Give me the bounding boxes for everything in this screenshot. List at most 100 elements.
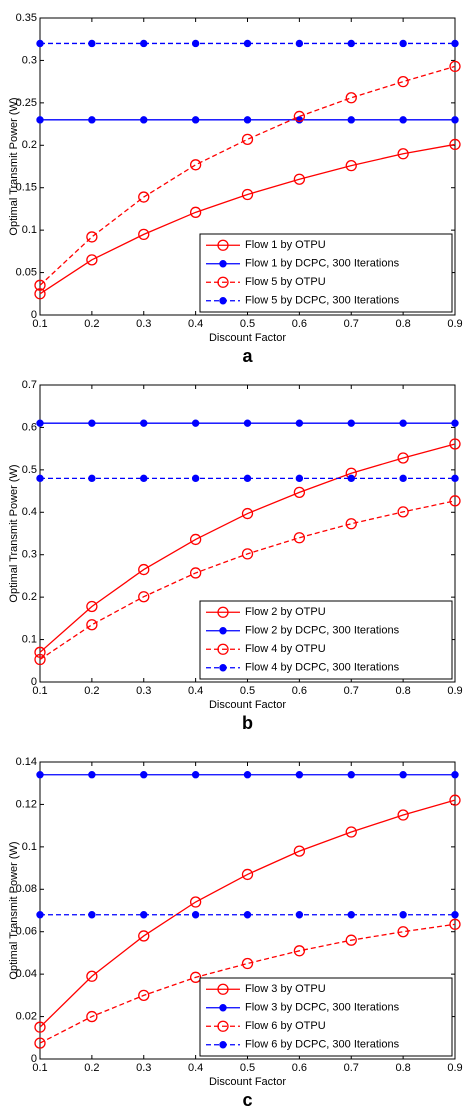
marker: [399, 39, 407, 48]
marker: [36, 474, 44, 483]
x-tick-label: 0.7: [344, 685, 359, 697]
x-tick-label: 0.4: [188, 685, 203, 697]
y-axis-label: Optimal Transmit Power (W): [8, 97, 20, 235]
marker: [295, 771, 304, 779]
axes-frame: [39, 761, 456, 1060]
y-tick-label: 0.2: [22, 139, 37, 151]
marker: [86, 231, 98, 243]
marker: [36, 771, 44, 779]
marker: [295, 39, 304, 48]
marker: [36, 911, 44, 919]
marker: [86, 619, 98, 631]
x-tick-label: 0.5: [240, 318, 255, 330]
marker: [191, 771, 200, 779]
x-tick-label: 0.9: [447, 1062, 462, 1074]
legend-marker: [219, 297, 227, 305]
legend-marker: [219, 627, 227, 635]
marker: [243, 39, 252, 48]
marker: [293, 486, 306, 498]
marker: [34, 646, 46, 658]
x-tick-label: 0.8: [395, 318, 410, 330]
legend-marker: [217, 239, 229, 251]
marker: [34, 288, 46, 300]
legend-marker: [217, 643, 229, 655]
marker: [293, 845, 306, 857]
marker: [189, 533, 202, 546]
legend-marker: [219, 1004, 227, 1012]
y-tick-label: 0: [31, 676, 37, 688]
x-tick-label: 0.6: [292, 1062, 307, 1074]
legend-label: Flow 3 by DCPC, 300 Iterations: [245, 1002, 400, 1014]
x-tick-label: 0.1: [32, 1062, 47, 1074]
marker: [449, 918, 461, 930]
y-tick-label: 0.35: [16, 12, 37, 24]
marker: [347, 419, 355, 427]
x-tick-label: 0.6: [292, 318, 307, 330]
legend-box: [199, 977, 453, 1057]
y-tick-label: 0.08: [16, 883, 37, 895]
marker: [243, 474, 252, 483]
marker: [399, 419, 407, 427]
marker: [140, 771, 148, 779]
y-tick-label: 0.25: [16, 97, 37, 109]
marker: [345, 160, 357, 172]
legend-box: [199, 600, 453, 680]
marker: [34, 1037, 46, 1049]
x-tick-label: 0.1: [32, 685, 47, 697]
x-tick-label: 0.3: [136, 685, 151, 697]
marker: [347, 474, 355, 483]
marker: [397, 926, 409, 938]
marker: [86, 254, 98, 266]
marker: [347, 771, 355, 779]
marker: [451, 771, 459, 779]
marker: [397, 506, 409, 518]
marker: [345, 92, 357, 104]
legend-label: Flow 3 by OTPU: [245, 983, 326, 995]
axes-frame: [39, 384, 456, 683]
marker: [397, 809, 409, 821]
marker: [451, 419, 459, 427]
marker: [241, 507, 254, 520]
marker: [241, 957, 254, 970]
marker: [191, 911, 200, 919]
series-line: [39, 799, 456, 1028]
series-line: [39, 923, 456, 1044]
marker: [451, 911, 459, 919]
marker: [140, 39, 148, 48]
x-tick-label: 0.6: [292, 685, 307, 697]
x-tick-label: 0.8: [395, 685, 410, 697]
y-tick-label: 0.1: [22, 633, 37, 645]
marker: [138, 191, 150, 203]
marker: [189, 159, 202, 171]
y-tick-label: 0.14: [16, 756, 37, 768]
marker: [140, 474, 148, 483]
marker: [449, 438, 461, 450]
marker: [88, 39, 96, 48]
marker: [86, 1010, 98, 1023]
y-axis-label: Optimal Transmit Power (W): [8, 841, 20, 979]
legend-marker: [217, 276, 229, 288]
marker: [191, 39, 200, 48]
y-tick-label: 0.15: [16, 182, 37, 194]
marker: [451, 116, 459, 124]
marker: [88, 771, 96, 779]
y-tick-label: 0.7: [22, 379, 37, 391]
x-tick-label: 0.5: [240, 685, 255, 697]
marker: [34, 279, 46, 291]
x-tick-label: 0.1: [32, 318, 47, 330]
marker: [138, 228, 150, 241]
marker: [36, 419, 44, 427]
marker: [189, 971, 202, 983]
y-tick-label: 0.12: [16, 798, 37, 810]
marker: [295, 419, 304, 427]
marker: [138, 930, 150, 942]
x-tick-label: 0.2: [84, 318, 99, 330]
marker: [140, 419, 148, 427]
marker: [243, 116, 252, 124]
marker: [399, 474, 407, 483]
series-line: [39, 143, 456, 295]
panel-label: b: [242, 713, 253, 733]
legend-label: Flow 1 by DCPC, 300 Iterations: [245, 258, 400, 270]
